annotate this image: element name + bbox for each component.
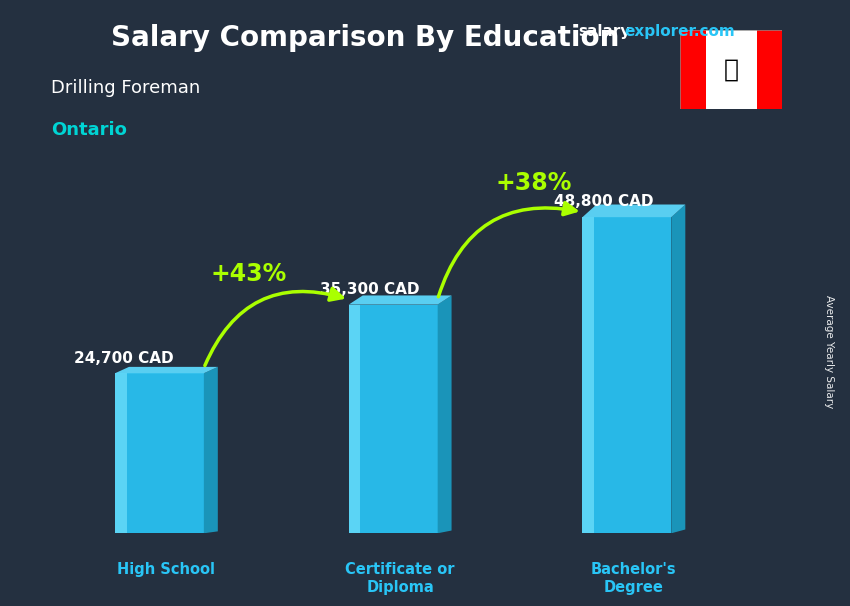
- Text: Drilling Foreman: Drilling Foreman: [51, 79, 201, 97]
- FancyArrowPatch shape: [439, 202, 576, 297]
- Text: Salary Comparison By Education: Salary Comparison By Education: [111, 24, 620, 52]
- Polygon shape: [204, 367, 218, 533]
- Text: +38%: +38%: [496, 171, 571, 195]
- Bar: [680, 30, 705, 109]
- Polygon shape: [582, 217, 594, 533]
- Polygon shape: [582, 204, 685, 217]
- FancyArrowPatch shape: [205, 288, 343, 365]
- Text: +43%: +43%: [210, 262, 286, 286]
- Text: Ontario: Ontario: [51, 121, 127, 139]
- Polygon shape: [348, 305, 360, 533]
- Text: 🍁: 🍁: [723, 58, 739, 82]
- Text: 48,800 CAD: 48,800 CAD: [553, 195, 654, 210]
- Polygon shape: [582, 217, 672, 533]
- Bar: [756, 30, 782, 109]
- Bar: [706, 30, 756, 109]
- Text: High School: High School: [117, 562, 215, 578]
- Polygon shape: [115, 373, 204, 533]
- Polygon shape: [348, 305, 438, 533]
- Text: Bachelor's
Degree: Bachelor's Degree: [591, 562, 677, 595]
- Polygon shape: [115, 373, 127, 533]
- Text: 24,700 CAD: 24,700 CAD: [75, 350, 174, 365]
- Text: 35,300 CAD: 35,300 CAD: [320, 282, 420, 297]
- Text: Certificate or
Diploma: Certificate or Diploma: [345, 562, 455, 595]
- Polygon shape: [438, 296, 451, 533]
- Polygon shape: [115, 367, 218, 373]
- Polygon shape: [348, 296, 451, 305]
- Text: explorer.com: explorer.com: [625, 24, 735, 39]
- Text: salary: salary: [578, 24, 631, 39]
- Polygon shape: [672, 204, 685, 533]
- Text: Average Yearly Salary: Average Yearly Salary: [824, 295, 834, 408]
